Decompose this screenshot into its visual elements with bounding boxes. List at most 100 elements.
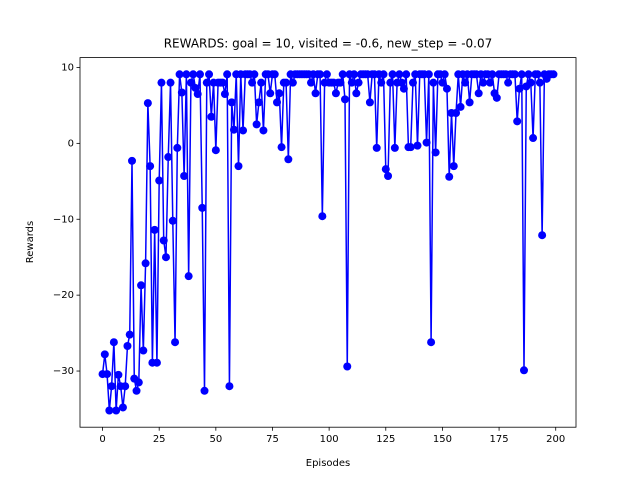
data-point: [157, 78, 166, 87]
data-point: [225, 382, 234, 391]
data-point: [549, 70, 558, 79]
data-point: [166, 78, 175, 87]
data-point: [488, 70, 497, 79]
data-point: [513, 117, 522, 126]
data-point: [377, 78, 386, 87]
y-tick-label: −20: [53, 290, 74, 301]
data-point: [422, 138, 431, 147]
data-point: [146, 162, 155, 171]
data-point: [107, 382, 116, 391]
x-tick-label: 50: [209, 434, 222, 445]
plot-frame: [79, 57, 577, 428]
x-axis-label: Episodes: [306, 458, 350, 469]
data-point: [180, 171, 189, 180]
data-point: [461, 78, 470, 87]
data-point: [141, 259, 150, 268]
x-tick-label: 100: [320, 434, 339, 445]
data-point: [510, 70, 519, 79]
data-point: [266, 89, 275, 98]
data-point: [413, 141, 422, 150]
data-point: [125, 330, 134, 339]
data-point: [486, 78, 495, 87]
data-point: [220, 90, 229, 99]
data-point: [128, 156, 137, 165]
data-point: [386, 78, 395, 87]
data-point: [195, 70, 204, 79]
data-point: [161, 253, 170, 262]
data-point: [406, 143, 415, 152]
y-tick-label: −10: [53, 214, 74, 225]
x-tick-label: 125: [376, 434, 395, 445]
data-point: [270, 70, 279, 79]
data-point: [288, 78, 297, 87]
data-point: [384, 171, 393, 180]
x-tick-label: 150: [433, 434, 452, 445]
data-point: [218, 78, 227, 87]
data-point: [354, 78, 363, 87]
data-point: [316, 70, 325, 79]
data-point: [402, 70, 411, 79]
data-point: [103, 370, 112, 379]
data-point: [132, 386, 141, 395]
data-point: [449, 162, 458, 171]
data-point: [440, 70, 449, 79]
data-point: [139, 346, 148, 355]
data-point: [465, 98, 474, 107]
data-point: [442, 84, 451, 93]
data-point: [229, 125, 238, 134]
data-point: [118, 403, 127, 412]
data-point: [239, 126, 248, 135]
data-point: [252, 120, 261, 129]
y-tick-label: 10: [61, 62, 74, 73]
data-point: [336, 78, 345, 87]
x-tick-label: 200: [546, 434, 565, 445]
data-point: [307, 78, 316, 87]
data-point: [388, 70, 397, 79]
data-point: [207, 112, 216, 121]
data-point: [365, 98, 374, 107]
data-point: [535, 78, 544, 87]
data-point: [427, 338, 436, 347]
data-point: [134, 378, 143, 387]
x-tick-label: 175: [490, 434, 509, 445]
data-point: [171, 338, 180, 347]
x-tick-label: 25: [153, 434, 166, 445]
data-point: [152, 358, 161, 367]
data-point: [175, 70, 184, 79]
data-point: [112, 406, 121, 415]
data-point: [456, 102, 465, 111]
data-point: [273, 98, 282, 107]
data-point: [168, 216, 177, 225]
data-point: [155, 176, 164, 185]
data-point: [524, 70, 533, 79]
data-point: [381, 165, 390, 174]
data-point: [395, 70, 404, 79]
data-point: [164, 153, 173, 162]
data-point: [445, 172, 454, 181]
data-point: [343, 362, 352, 371]
data-point: [390, 143, 399, 152]
data-point: [284, 155, 293, 164]
data-point: [143, 99, 152, 108]
data-point: [257, 78, 266, 87]
data-point: [372, 143, 381, 152]
data-point: [340, 95, 349, 104]
data-point: [200, 386, 209, 395]
data-point: [397, 78, 406, 87]
data-point: [504, 78, 513, 87]
data-point: [202, 78, 211, 87]
data-point: [474, 89, 483, 98]
data-point: [322, 70, 331, 79]
data-point: [424, 70, 433, 79]
data-point: [331, 89, 340, 98]
data-point: [318, 212, 327, 221]
data-point: [182, 70, 191, 79]
data-line: [101, 71, 554, 411]
data-point: [150, 225, 159, 234]
data-point: [533, 70, 542, 79]
y-tick-label: 0: [68, 138, 74, 149]
data-point: [198, 203, 207, 212]
data-point: [259, 126, 268, 135]
x-tick-label: 0: [99, 434, 105, 445]
data-point: [227, 98, 236, 107]
